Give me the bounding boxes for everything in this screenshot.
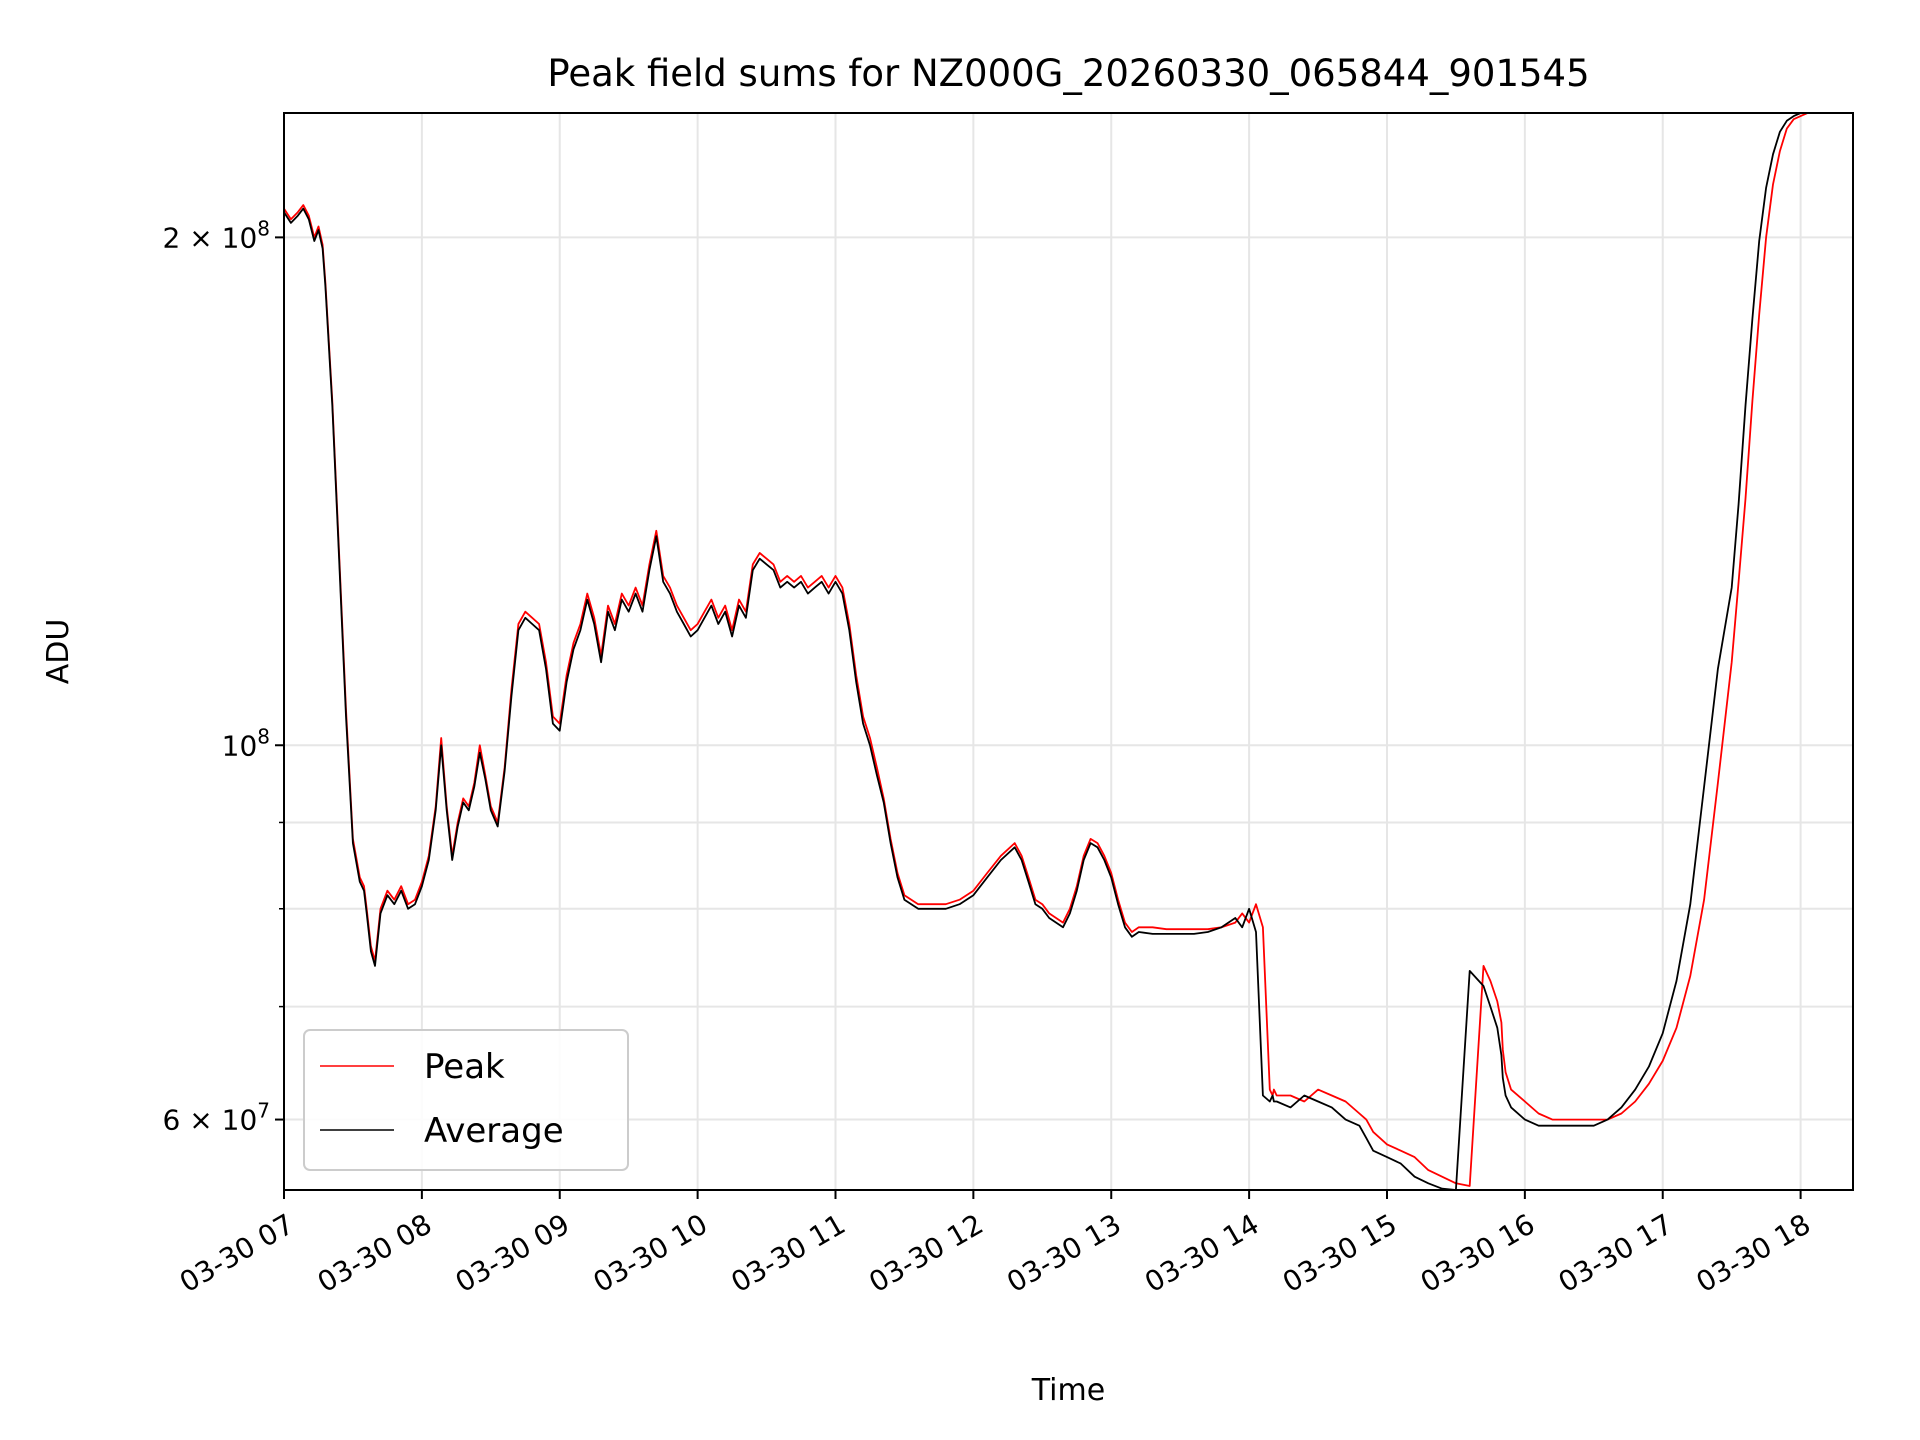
legend-label-peak: Peak — [424, 1047, 505, 1087]
plot-frame — [283, 112, 1854, 1191]
y-axis: 108 2 × 108 6 × 107 — [163, 216, 284, 1137]
series-line-average — [283, 112, 1801, 1191]
legend-label-average: Average — [424, 1111, 564, 1151]
legend: Peak Average — [303, 1029, 629, 1171]
plot-area — [283, 112, 1808, 1191]
y-axis-title: ADU — [41, 619, 76, 685]
legend-box — [303, 1029, 629, 1171]
x-axis-title: Time — [1031, 1373, 1105, 1408]
chart-title: Peak field sums for NZ000G_20260330_0658… — [547, 52, 1589, 95]
y-tick-label: 2 × 108 — [163, 216, 270, 254]
series-line-peak — [283, 112, 1808, 1187]
y-tick-label: 108 — [222, 724, 270, 762]
grid — [283, 113, 1853, 1190]
y-tick-label: 6 × 107 — [163, 1099, 270, 1137]
